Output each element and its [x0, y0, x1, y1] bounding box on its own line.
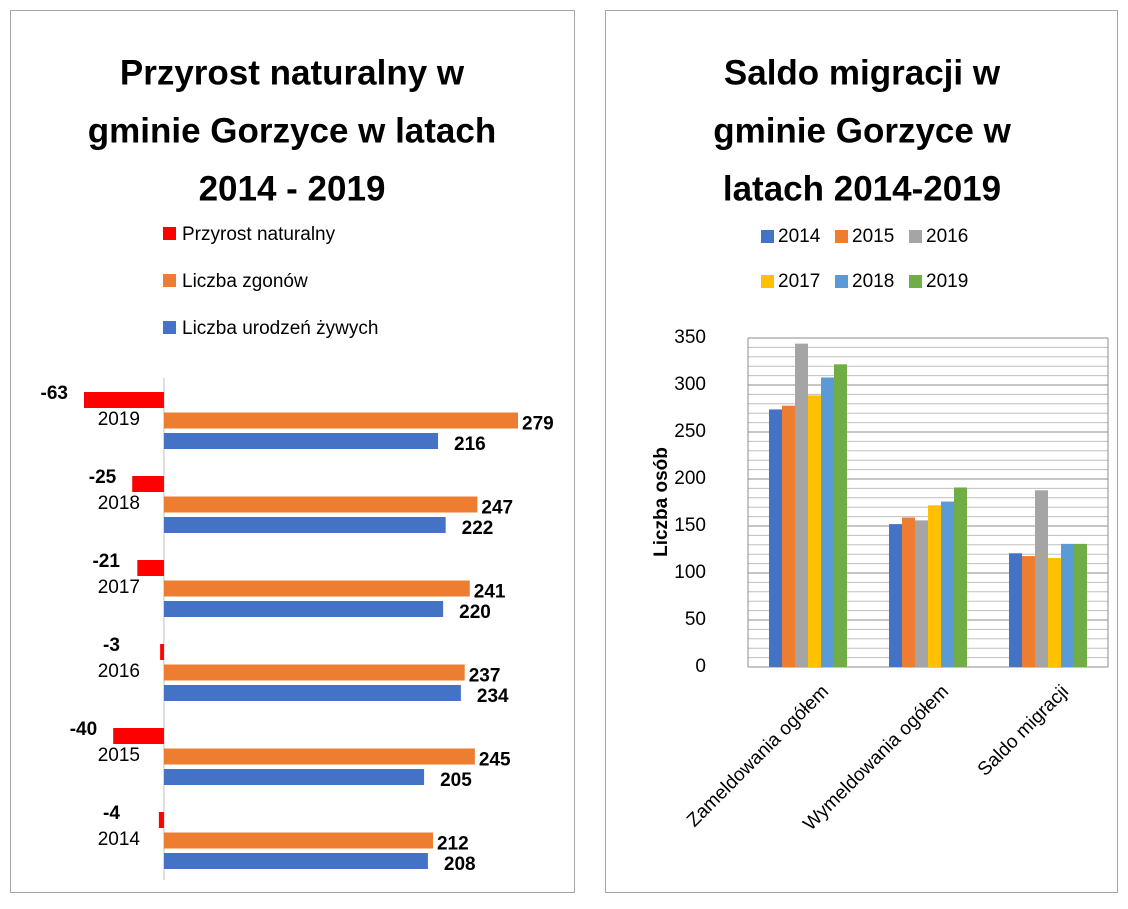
bar [1061, 543, 1074, 667]
legend-label: 2019 [926, 271, 968, 292]
bar [163, 748, 475, 765]
data-label: -25 [89, 467, 117, 488]
data-label: -4 [103, 803, 120, 824]
data-label: 208 [444, 854, 476, 875]
bar [163, 685, 461, 701]
chart-title: Przyrost naturalny w [120, 53, 465, 92]
bar [158, 812, 164, 828]
legend-swatch [761, 230, 774, 243]
data-label: 220 [459, 602, 491, 623]
bar [941, 501, 954, 667]
legend-label: Liczba urodzeń żywych [182, 318, 378, 339]
legend-swatch [835, 230, 848, 243]
bar [821, 377, 834, 667]
y-tick-label: 250 [674, 421, 706, 442]
bar [928, 505, 941, 667]
legend-swatch [835, 275, 848, 288]
legend-swatch [761, 275, 774, 288]
data-label: 241 [474, 582, 506, 603]
bar [163, 601, 444, 617]
chart-title: gminie Gorzyce w [713, 111, 1011, 150]
legend-swatch [163, 274, 176, 287]
legend-label: 2015 [852, 226, 894, 247]
data-label: -21 [92, 551, 120, 572]
y-tick-label: 0 [695, 656, 706, 677]
chart-title: gminie Gorzyce w latach [88, 111, 496, 150]
bar [1048, 557, 1061, 667]
bar [163, 433, 439, 449]
data-label: 247 [481, 498, 513, 519]
bar [160, 644, 164, 660]
bar [769, 409, 782, 667]
y-tick-label: 150 [674, 515, 706, 536]
bar [782, 405, 795, 667]
data-label: -3 [103, 635, 120, 656]
data-label: 237 [469, 666, 501, 687]
y-tick-label: 50 [685, 609, 706, 630]
chart-title: Saldo migracji w [724, 53, 1001, 92]
bar [902, 517, 915, 667]
legend-swatch [163, 321, 176, 334]
bar [954, 487, 967, 667]
data-label: -40 [70, 719, 97, 740]
bar [795, 343, 808, 667]
panel-right [605, 10, 1118, 893]
bar [889, 524, 902, 667]
legend-label: 2017 [778, 271, 820, 292]
y-tick-label: 2018 [98, 493, 140, 514]
legend-label: Liczba zgonów [182, 271, 308, 292]
bar [808, 395, 821, 667]
bar [163, 769, 425, 785]
bar [113, 728, 164, 744]
y-tick-label: 300 [674, 374, 706, 395]
data-label: 222 [462, 518, 494, 539]
panel-left [10, 10, 575, 893]
y-tick-label: 2016 [98, 661, 140, 682]
bar [163, 664, 465, 681]
y-tick-label: 350 [674, 327, 706, 348]
y-tick-label: 2019 [98, 409, 140, 430]
bar [834, 364, 847, 667]
bar [1074, 543, 1087, 667]
y-axis-label: Liczba osób [651, 447, 672, 557]
data-label: 245 [479, 750, 511, 771]
data-label: 216 [454, 434, 486, 455]
bar [1022, 556, 1035, 667]
data-label: 234 [477, 686, 509, 707]
legend-label: 2018 [852, 271, 894, 292]
legend-label: 2014 [778, 226, 821, 247]
bar [1035, 490, 1048, 667]
chart-title: 2014 - 2019 [199, 169, 386, 208]
y-tick-label: 100 [674, 562, 706, 583]
bar [137, 560, 164, 576]
bar [163, 412, 518, 429]
bar [1009, 553, 1022, 667]
legend-swatch [909, 275, 922, 288]
y-tick-label: 2014 [98, 829, 141, 850]
legend-swatch [163, 227, 176, 240]
data-label: 212 [437, 834, 469, 855]
data-label: -63 [41, 383, 68, 404]
y-tick-label: 2017 [98, 577, 140, 598]
legend-label: Przyrost naturalny [182, 224, 336, 245]
bar [163, 853, 428, 869]
bar [163, 580, 470, 597]
data-label: 205 [440, 770, 472, 791]
bar [163, 832, 433, 849]
bar [915, 520, 928, 667]
bar [84, 392, 164, 408]
y-tick-label: 2015 [98, 745, 140, 766]
data-label: 279 [522, 414, 554, 435]
bar [132, 476, 164, 492]
bar [163, 496, 478, 513]
y-tick-label: 200 [674, 468, 706, 489]
bar [163, 517, 446, 533]
chart-title: latach 2014-2019 [723, 169, 1001, 208]
legend-swatch [909, 230, 922, 243]
legend-label: 2016 [926, 226, 968, 247]
